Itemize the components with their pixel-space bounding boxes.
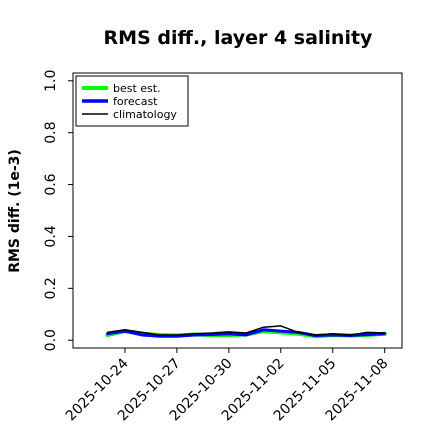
- chart-title: RMS diff., layer 4 salinity: [104, 27, 374, 49]
- y-tick-label: 0.0: [43, 329, 59, 351]
- y-tick-label: 0.6: [43, 173, 59, 195]
- legend: best est. forecast climatology: [75, 75, 189, 127]
- legend-label-best-est: best est.: [113, 82, 161, 95]
- y-axis-label: RMS diff. (1e-3): [7, 149, 23, 273]
- legend-label-forecast: forecast: [113, 95, 158, 108]
- series-layer: [105, 325, 387, 339]
- y-axis: 0.0 0.2 0.4 0.6 0.8 1.0: [43, 70, 73, 351]
- series-line-forecast: [106, 328, 387, 338]
- plot-area: [72, 72, 403, 349]
- x-axis: 2025-10-242025-10-272025-10-302025-11-02…: [63, 348, 392, 424]
- y-tick-label: 0.2: [43, 277, 59, 299]
- legend-label-climatology: climatology: [113, 108, 177, 121]
- y-tick-label: 0.8: [43, 122, 59, 144]
- y-tick-label: 0.4: [43, 225, 59, 247]
- y-tick-label: 1.0: [43, 70, 59, 92]
- series-line-climatology: [106, 325, 386, 336]
